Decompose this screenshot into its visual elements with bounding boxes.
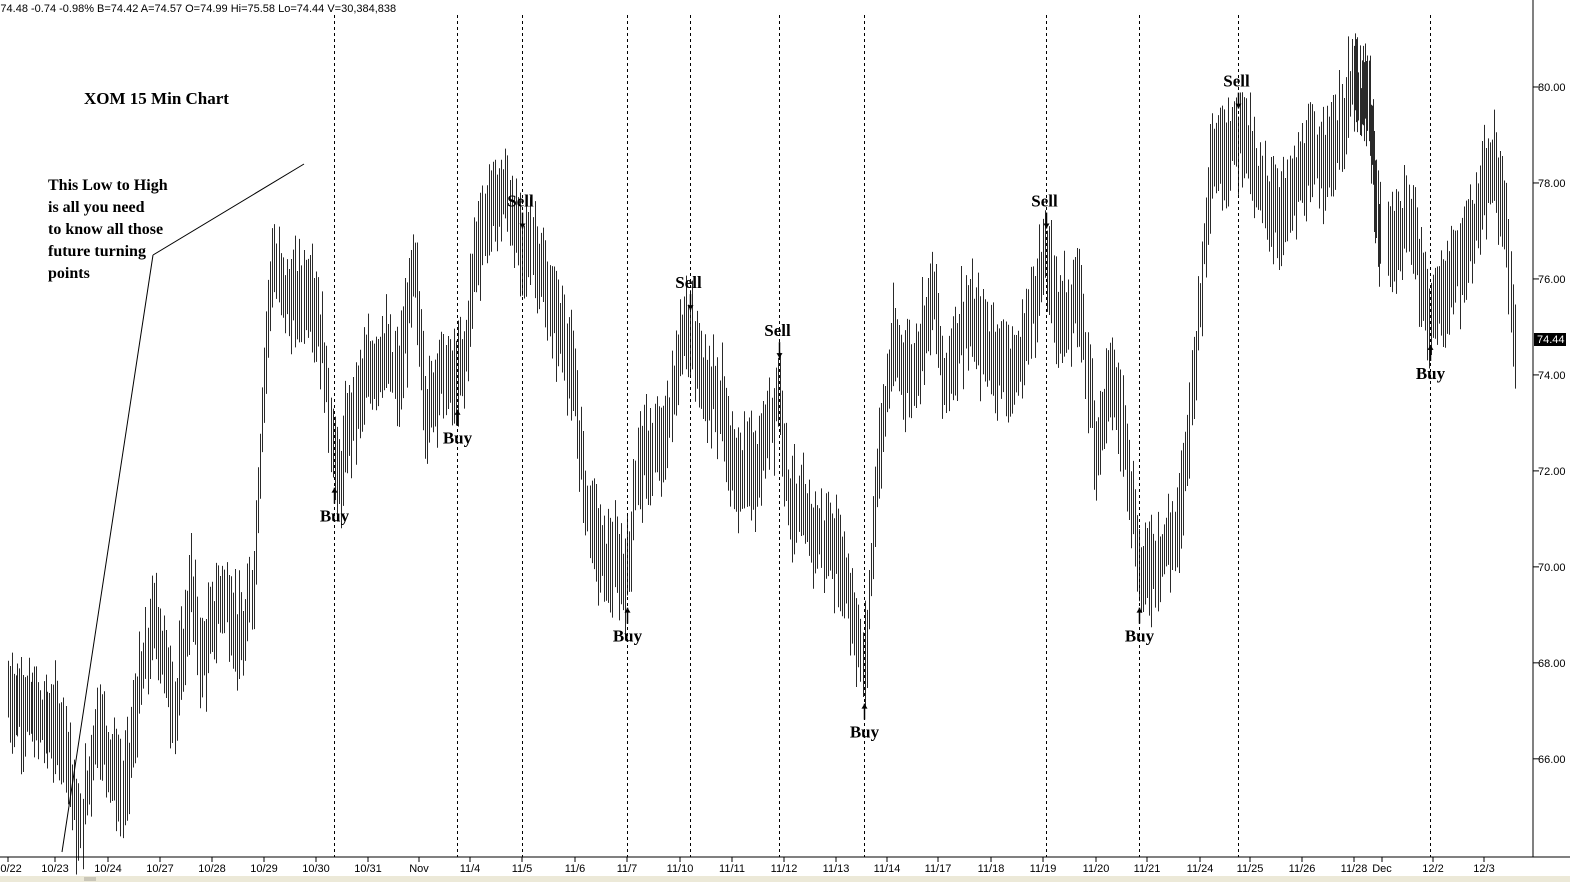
x-tick-label: 11/6 (565, 863, 586, 875)
x-tick-label: 11/11 (719, 863, 745, 875)
time-axis: 10/22 10/23 10/24 10/27 10/28 10/29 10/30 10/31… (0, 856, 1570, 875)
x-tick-label: 11/13 (823, 863, 850, 875)
buy-arrow-head (1427, 344, 1434, 350)
signal-markers: Buy Buy Sell Buy Sell Sell Buy Sell Buy Sell Buy (320, 72, 1446, 742)
buy-arrow-head (861, 703, 868, 709)
x-tick-label: Dec (1372, 863, 1392, 875)
annotation-line-2: is all you need (48, 199, 145, 216)
x-tick-label: Nov (409, 863, 429, 875)
buy-label: Buy (613, 627, 643, 646)
x-tick-label: 10/27 (146, 863, 174, 875)
last-price-tag-box (1534, 333, 1566, 346)
sell-label: Sell (764, 321, 791, 340)
sell-label: Sell (1223, 72, 1250, 91)
price-axis: 66.00 68.00 70.00 72.00 74.00 76.00 78.00 80.00 (1532, 0, 1566, 857)
x-tick-label: 10/23 (41, 863, 69, 875)
trend-line-high (152, 163, 305, 256)
y-tick-label: 74.00 (1538, 370, 1566, 382)
y-tick-label: 70.00 (1538, 562, 1566, 574)
x-tick-label: 12/2 (1422, 863, 1443, 875)
y-tick-label: 80.00 (1538, 82, 1566, 94)
buy-arrow-head (1136, 607, 1143, 613)
x-tick-label: 11/12 (771, 863, 798, 875)
x-tick-label: 11/7 (617, 863, 638, 875)
x-tick-label: 11/17 (925, 863, 952, 875)
annotation-line-4: future turning (48, 243, 146, 260)
buy-arrow-head (454, 409, 461, 415)
sell-arrow-head (1043, 223, 1050, 229)
x-tick-label: 10/30 (302, 863, 330, 875)
sell-label: Sell (675, 273, 702, 292)
y-tick-label: 68.00 (1538, 658, 1566, 670)
x-tick-label: 10/24 (94, 863, 122, 875)
annotation-line-3: to know all those (48, 221, 163, 238)
y-tick-label: 66.00 (1538, 754, 1566, 766)
x-tick-label: 10/28 (198, 863, 226, 875)
buy-label: Buy (850, 723, 880, 742)
annotation-text: This Low to High is all you need to know… (48, 177, 168, 282)
y-tick-label: 76.00 (1538, 274, 1566, 286)
trend-line-low (61, 254, 154, 853)
signal-vertical-lines (334, 15, 1431, 857)
x-tick-label: 10/31 (354, 863, 382, 875)
scrollbar-thumb[interactable] (84, 877, 96, 881)
sell-label: Sell (1031, 192, 1058, 211)
price-bars (8, 33, 1516, 875)
buy-arrow-head (624, 607, 631, 613)
sell-arrow-head (776, 353, 783, 359)
buy-label: Buy (1416, 364, 1446, 383)
x-tick-label: 11/10 (667, 863, 694, 875)
x-tick-label: 11/18 (978, 863, 1005, 875)
x-tick-label: 11/28 (1341, 863, 1368, 875)
x-tick-label: 11/19 (1030, 863, 1057, 875)
sell-arrow-head (519, 223, 526, 229)
sell-arrow-head (1235, 103, 1242, 109)
y-tick-label: 78.00 (1538, 178, 1566, 190)
buy-arrow-head (331, 487, 338, 493)
buy-label: Buy (443, 429, 473, 448)
sell-label: Sell (507, 192, 534, 211)
x-tick-label: 11/21 (1134, 863, 1161, 875)
x-tick-label: 10/29 (250, 863, 278, 875)
last-price-tag: 74.44 (1534, 333, 1566, 346)
annotation-line-1: This Low to High (48, 177, 168, 194)
x-tick-label: 11/24 (1187, 863, 1214, 875)
sell-arrow-head (687, 305, 694, 311)
x-tick-label: 11/14 (874, 863, 901, 875)
y-tick-label: 72.00 (1538, 466, 1566, 478)
x-tick-label: 12/3 (1473, 863, 1494, 875)
chart-title: XOM 15 Min Chart (84, 89, 229, 108)
annotation-line-5: points (48, 265, 90, 282)
x-tick-label: 10/22 (0, 863, 22, 875)
buy-label: Buy (320, 507, 350, 526)
buy-label: Buy (1125, 627, 1155, 646)
x-tick-label: 11/5 (512, 863, 533, 875)
horizontal-scrollbar[interactable] (0, 876, 1570, 882)
x-tick-label: 11/4 (460, 863, 481, 875)
x-tick-label: 11/20 (1083, 863, 1110, 875)
x-tick-label: 11/25 (1237, 863, 1264, 875)
x-tick-label: 11/26 (1289, 863, 1316, 875)
quote-bar: =74.48 -0.74 -0.98% B=74.42 A=74.57 O=74… (0, 3, 396, 15)
last-price-tag-label: 74.44 (1537, 334, 1565, 346)
